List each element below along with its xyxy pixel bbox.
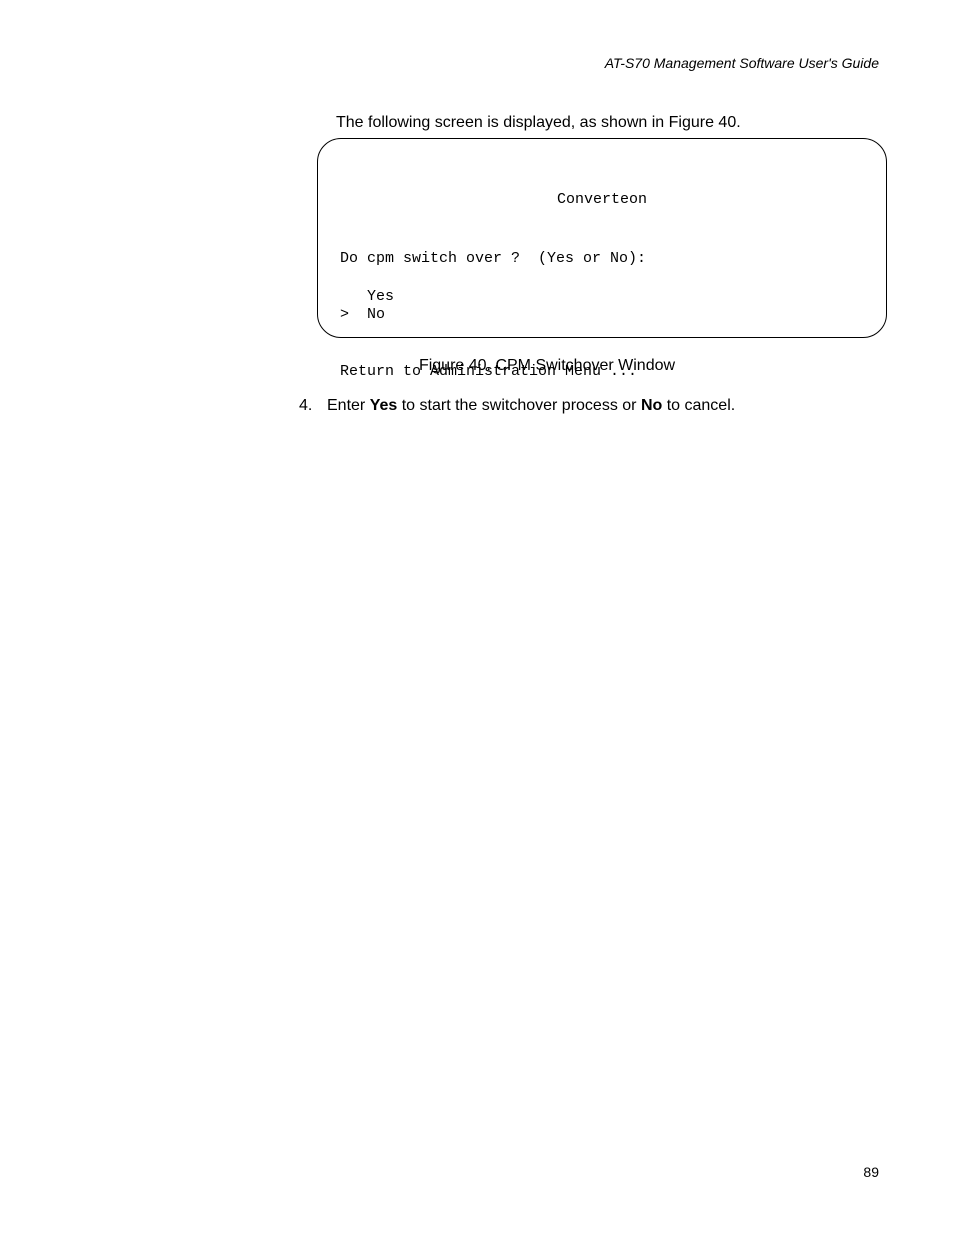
step-text-post: to cancel. [662,397,735,414]
terminal-title: Converteon [340,191,864,210]
intro-text: The following screen is displayed, as sh… [336,114,741,132]
page: AT-S70 Management Software User's Guide … [0,0,954,1235]
step-no-bold: No [641,397,662,414]
step-number: 4. [299,397,327,415]
step-4: 4.Enter Yes to start the switchover proc… [299,397,735,415]
terminal-prompt: Do cpm switch over ? (Yes or No): [340,250,646,267]
terminal-option-yes: Yes [340,288,394,305]
page-number: 89 [863,1164,879,1180]
terminal-option-no: > No [340,306,385,323]
terminal-window: Converteon Do cpm switch over ? (Yes or … [317,138,887,338]
figure-caption: Figure 40. CPM Switchover Window [0,357,954,375]
header-doc-title: AT-S70 Management Software User's Guide [605,55,879,71]
step-text-mid: to start the switchover process or [397,397,641,414]
step-yes-bold: Yes [370,397,398,414]
step-text-pre: Enter [327,397,370,414]
